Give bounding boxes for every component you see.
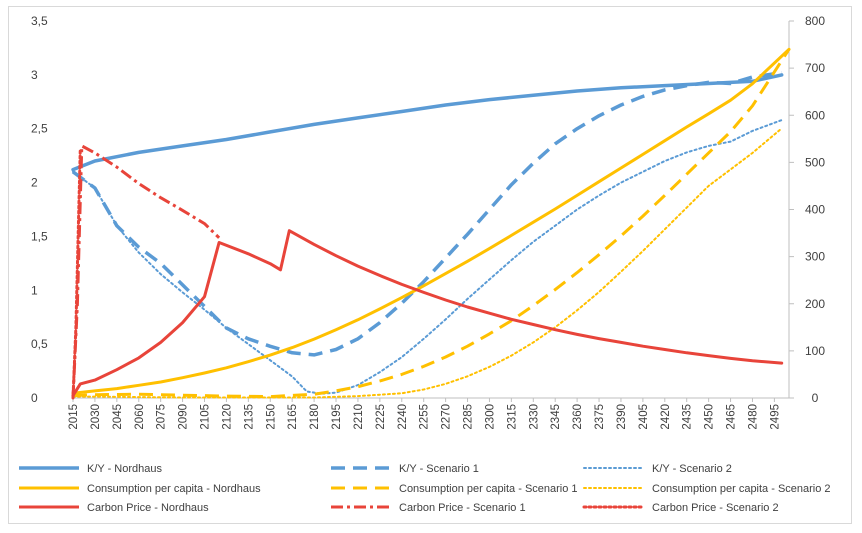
series-line-7 — [71, 144, 221, 399]
y-left-tick-label: 3,5 — [31, 14, 48, 28]
series-line-6 — [71, 229, 784, 398]
series-line-1 — [71, 70, 782, 357]
y-left-tick-label: 2 — [31, 176, 38, 190]
x-tick-label: 2090 — [178, 404, 190, 430]
x-tick-label: 2060 — [134, 404, 146, 430]
x-tick-label: 2315 — [506, 404, 518, 430]
series-line-3 — [71, 47, 791, 395]
x-tick-label: 2465 — [726, 404, 738, 430]
x-tick-label: 2240 — [397, 404, 409, 430]
chart-legend: K/Y - Nordhaus K/Y - Scenario 1 K/Y - Scen… — [19, 463, 831, 514]
series-line-5 — [72, 127, 783, 399]
y-right-tick-label: 400 — [805, 203, 825, 217]
y-left-tick-label: 2,5 — [31, 122, 48, 136]
x-tick-label: 2015 — [68, 404, 80, 430]
x-tick-label: 2405 — [638, 404, 650, 430]
x-tick-label: 2375 — [594, 404, 606, 430]
y-right-tick-label: 300 — [805, 250, 825, 264]
y-left-tick-label: 1,5 — [31, 229, 48, 243]
chart-axes: 0 0,5 1 1,5 2 2,5 3 3,5 0 100 200 300 400 500 600 700 80… — [31, 14, 825, 430]
x-tick-label: 2030 — [90, 404, 102, 430]
series-line-8 — [71, 146, 82, 400]
x-tick-label: 2360 — [572, 404, 584, 430]
legend-label-4: Consumption per capita - Scenario 1 — [399, 483, 578, 495]
x-tick-label: 2285 — [463, 404, 475, 430]
y-right-tick-label: 700 — [805, 61, 825, 75]
y-left-tick-label: 3 — [31, 68, 38, 82]
x-tick-label: 2435 — [682, 404, 694, 430]
legend-label-6: Carbon Price - Nordhaus — [87, 502, 209, 514]
y-right-tick-label: 100 — [805, 344, 825, 358]
series-line-0 — [71, 73, 784, 172]
x-tick-label: 2045 — [112, 404, 124, 430]
x-tick-label: 2150 — [265, 404, 277, 430]
x-tick-label: 2345 — [550, 404, 562, 430]
legend-label-5: Consumption per capita - Scenario 2 — [652, 483, 831, 495]
x-tick-label: 2270 — [441, 404, 453, 430]
y-right-tick-label: 800 — [805, 14, 825, 28]
x-tick-label: 2075 — [156, 404, 168, 430]
line-chart: 0 0,5 1 1,5 2 2,5 3 3,5 0 100 200 300 400 500 600 700 80… — [19, 14, 831, 514]
series-layer — [71, 47, 791, 400]
x-tick-label: 2495 — [769, 404, 781, 430]
legend-label-3: Consumption per capita - Nordhaus — [87, 483, 261, 495]
legend-label-8: Carbon Price - Scenario 2 — [652, 502, 779, 514]
y-left-tick-label: 0,5 — [31, 337, 48, 351]
series-line-4 — [72, 48, 791, 399]
y-left-tick-label: 0 — [31, 391, 38, 405]
x-tick-label: 2180 — [309, 404, 321, 430]
x-tick-label: 2480 — [747, 404, 759, 430]
y-right-tick-label: 0 — [812, 391, 819, 405]
series-line-2 — [72, 119, 783, 395]
x-tick-label: 2195 — [331, 404, 343, 430]
x-tick-label: 2120 — [221, 404, 233, 430]
x-tick-label: 2420 — [660, 404, 672, 430]
legend-label-0: K/Y - Nordhaus — [87, 463, 163, 475]
y-left-tick-label: 1 — [31, 283, 38, 297]
x-tick-label: 2390 — [616, 404, 628, 430]
x-tick-label: 2225 — [375, 404, 387, 430]
x-tick-label: 2135 — [243, 404, 255, 430]
x-tick-label: 2210 — [353, 404, 365, 430]
x-tick-label: 2105 — [200, 404, 212, 430]
legend-label-7: Carbon Price - Scenario 1 — [399, 502, 526, 514]
y-right-tick-label: 600 — [805, 108, 825, 122]
legend-label-2: K/Y - Scenario 2 — [652, 463, 732, 475]
x-tick-label: 2300 — [484, 404, 496, 430]
y-right-tick-label: 500 — [805, 155, 825, 169]
x-tick-label: 2450 — [704, 404, 716, 430]
x-tick-label: 2255 — [419, 404, 431, 430]
y-right-tick-label: 200 — [805, 297, 825, 311]
x-tick-label: 2165 — [287, 404, 299, 430]
legend-label-1: K/Y - Scenario 1 — [399, 463, 479, 475]
chart-frame: 0 0,5 1 1,5 2 2,5 3 3,5 0 100 200 300 400 500 600 700 80… — [8, 6, 852, 524]
x-tick-label: 2330 — [528, 404, 540, 430]
